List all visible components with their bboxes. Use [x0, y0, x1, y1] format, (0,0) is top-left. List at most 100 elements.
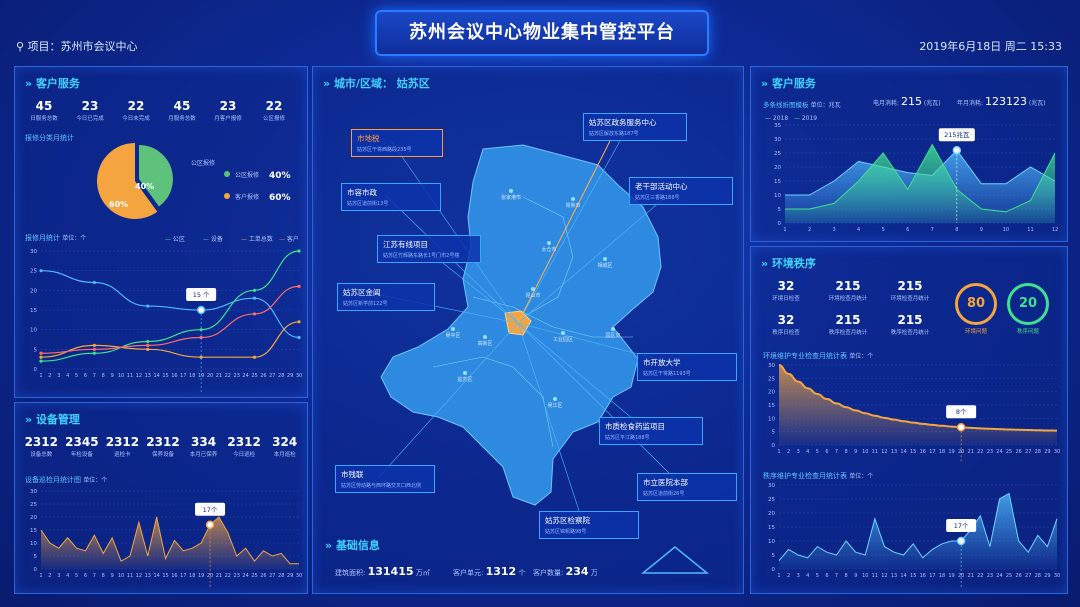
map-location-tag[interactable]: 市立医院本部 姑苏区道前街26号 [637, 473, 737, 501]
x-tick-label: 2 [808, 227, 811, 233]
x-tick-label: 26 [1015, 573, 1021, 579]
x-tick-label: 11 [1027, 227, 1033, 233]
area-line [778, 492, 1058, 561]
base-info-title: » 基础信息 [325, 539, 380, 552]
pie-title: 报修分类月统计 [25, 134, 74, 142]
map-location-tag[interactable]: 市开放大学 姑苏区干将路1193号 [637, 353, 737, 381]
stat-item: 45 日服务总数 [21, 99, 67, 122]
map-location-tag[interactable]: 老干部活动中心 姑苏区三香路188号 [629, 177, 733, 205]
stat-item: 2312 保养设备 [143, 435, 184, 458]
x-tick-label: 8 [845, 449, 848, 455]
x-tick-label: 27 [1025, 449, 1031, 455]
map-location-tag[interactable]: 市地税 姑苏区干将西路段235号 [351, 129, 443, 157]
map-location-tag[interactable]: 市质检食药监项目 姑苏区平江路188号 [599, 417, 703, 445]
x-tick-label: 2 [787, 573, 790, 579]
device-panel: » 设备管理 2312 设备总数 2345 年检设备 2312 巡检卡 2312 保养设备 33… [14, 402, 308, 594]
map-location-tag[interactable]: 市容市政 姑苏区道前街13号 [341, 183, 441, 211]
x-tick-label: 7 [931, 227, 934, 233]
tag-connector [517, 322, 584, 524]
panel-title: » 环境秩序 [761, 257, 816, 270]
map-location-tag[interactable]: 姑苏区检察院 姑苏区锦帆路98号 [539, 511, 639, 539]
x-tick-label: 1 [783, 227, 786, 233]
y-tick-label: 0 [778, 221, 782, 227]
series-point [39, 269, 43, 273]
x-tick-label: 3 [832, 227, 835, 233]
legend-item: — 工单总数 [241, 236, 273, 243]
x-tick-label: 19 [948, 449, 954, 455]
map-location-tag[interactable]: 姑苏区政务服务中心 姑苏区解放东路187号 [583, 113, 687, 141]
tag-connector [517, 188, 676, 324]
tag-name: 姑苏区政务服务中心 [589, 118, 657, 127]
stat-item: 215 环境检查月统计 [817, 279, 879, 302]
stat-item: 324 本月巡检 [264, 435, 305, 458]
stat-value: 23 [81, 99, 99, 113]
x-tick-label: 20 [207, 373, 213, 379]
x-tick-label: 3 [797, 573, 800, 579]
x-tick-label: 30 [1054, 573, 1060, 579]
x-tick-label: 26 [1015, 449, 1021, 455]
series-point [39, 355, 43, 359]
area-fill [779, 493, 1057, 569]
y-tick-label: 0 [34, 567, 38, 573]
map-location-tag[interactable]: 江苏有线项目 姑苏区竹辉路东路长1号门市2号楼 [377, 235, 481, 263]
x-tick-label: 4 [66, 573, 69, 579]
stat-label: 秩序检查月统计 [828, 330, 868, 336]
x-tick-label: 5 [882, 227, 885, 233]
x-tick-label: 17 [929, 573, 935, 579]
pie-callout-public: 公区报修 [191, 159, 215, 167]
x-tick-label: 23 [234, 373, 240, 379]
area-line [785, 143, 1056, 213]
y-tick-label: 25 [774, 151, 781, 157]
stat-label: 今日巡检 [233, 452, 256, 458]
x-tick-label: 25 [1006, 449, 1012, 455]
x-tick-label: 16 [171, 573, 177, 579]
x-tick-label: 29 [287, 373, 293, 379]
customer-service-panel-right: » 客户服务 多条线折图模板 单位：兆瓦 电月消耗: 215 (兆瓦) 年月消耗… [750, 66, 1068, 242]
y-tick-label: 10 [774, 193, 781, 199]
x-tick-label: 8 [845, 573, 848, 579]
district-label: 园区市 [605, 332, 620, 339]
y-tick-label: 25 [30, 269, 37, 275]
x-tick-label: 13 [891, 573, 897, 579]
map-location-tag[interactable]: 姑苏区金阊 姑苏区新学前122号 [337, 283, 435, 311]
x-tick-label: 6 [84, 573, 87, 579]
stat-value: 2312 [105, 435, 140, 449]
y-tick-label: 15 [768, 525, 775, 531]
x-tick-label: 20 [958, 573, 964, 579]
environment-panel: » 环境秩序 32 环境日检查 215 环境检查月统计 215 环境检查月统计 32 秩序日检… [750, 246, 1068, 594]
x-tick-label: 1 [777, 573, 780, 579]
series-point [252, 288, 257, 292]
x-tick-label: 7 [93, 373, 96, 379]
map-panel: » 城市/区域： 姑苏区 张家港市 常熟市 太仓市 相城区 昆山市 吴中区 园区市 工业园区高… [312, 66, 744, 594]
x-tick-label: 14 [153, 573, 159, 579]
energy-legend: — 2018 — 2019 [765, 115, 818, 122]
series-point [297, 284, 301, 288]
x-tick-label: 29 [287, 573, 293, 579]
x-tick-label: 27 [269, 373, 275, 379]
tag-connector [517, 322, 646, 430]
y-tick-label: 15 [30, 308, 37, 314]
map-location-tag[interactable]: 市残联 姑苏区劳动路与西环路交叉口西北侧 [335, 465, 435, 493]
x-tick-label: 14 [900, 449, 906, 455]
x-tick-label: 8 [955, 227, 958, 233]
project-label: ⚲ 项目：苏州市会议中心 [16, 40, 138, 53]
y-tick-label: 20 [768, 390, 775, 396]
district-dot [611, 327, 615, 331]
stat-value: 2312 [227, 435, 261, 449]
tag-connector [517, 124, 630, 324]
stat-value: 334 [191, 435, 217, 449]
page-title: 苏州会议中心物业集中管控平台 [375, 10, 709, 56]
x-tick-label: 20 [207, 573, 213, 579]
x-tick-label: 12 [136, 573, 142, 579]
tooltip [186, 288, 217, 301]
pie-label-customer: 60% [109, 200, 128, 209]
x-tick-label: 7 [93, 573, 96, 579]
pie-slice-public [139, 145, 173, 207]
x-tick-label: 24 [996, 573, 1002, 579]
x-tick-label: 30 [1054, 449, 1060, 455]
stat-item: 32 秩序日检查 [755, 313, 817, 336]
tag-connector [390, 140, 519, 324]
stat-value: 45 [173, 99, 191, 113]
series-point [39, 359, 43, 363]
